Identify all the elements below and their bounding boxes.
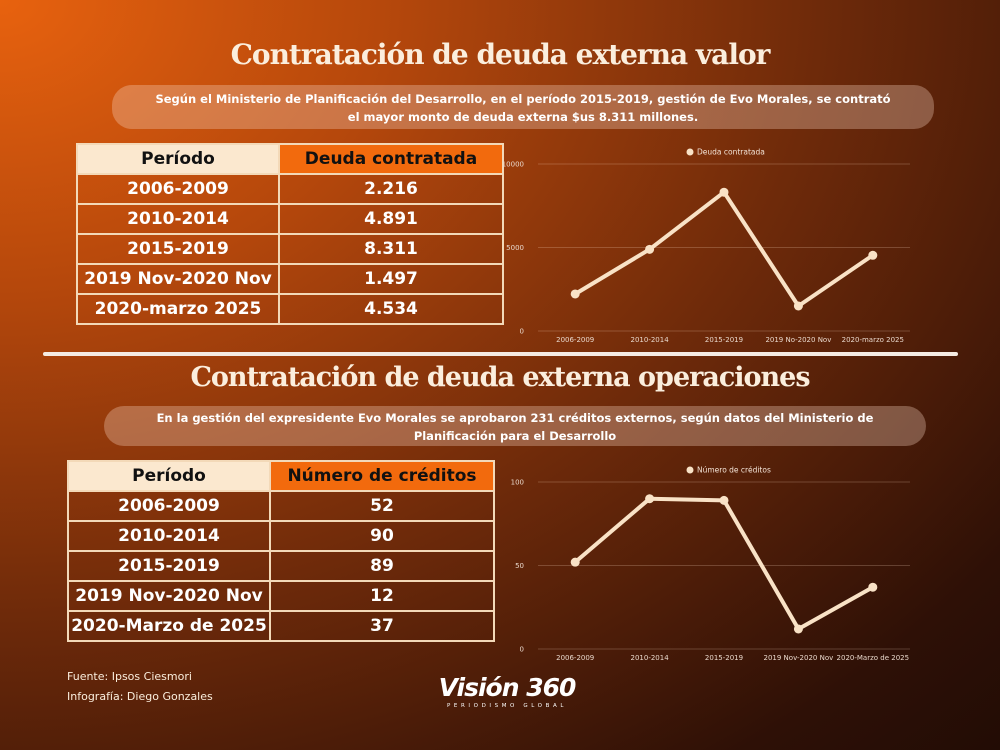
header-period: Período (67, 460, 271, 492)
x-tick-label: 2015-2019 (705, 336, 743, 344)
table-cell-period: 2015-2019 (76, 233, 280, 265)
table-row: 2020-marzo 2025 4.534 (76, 293, 504, 325)
data-point (645, 244, 655, 254)
section1-subtitle: Según el Ministerio de Planificación del… (112, 85, 934, 129)
table-cell-value: 52 (269, 490, 495, 522)
header-period: Período (76, 143, 280, 175)
table-row: 2015-2019 89 (67, 550, 495, 582)
table-cell-value: 4.534 (278, 293, 504, 325)
x-tick-label: 2006-2009 (556, 654, 594, 662)
infographic-credit: Infografía: Diego Gonzales (67, 690, 213, 703)
x-tick-label: 2020-marzo 2025 (842, 336, 904, 344)
table-row: 2019 Nov-2020 Nov 12 (67, 580, 495, 612)
section2-title: Contratación de deuda externa operacione… (190, 362, 810, 393)
logo-wordmark: Visión 360 (438, 673, 577, 702)
table-row: 2015-2019 8.311 (76, 233, 504, 265)
table-cell-value: 12 (269, 580, 495, 612)
table-cell-period: 2006-2009 (76, 173, 280, 205)
table-cell-period: 2010-2014 (76, 203, 280, 235)
data-point (793, 301, 803, 311)
table-cell-period: 2010-2014 (67, 520, 271, 552)
table-cell-value: 90 (269, 520, 495, 552)
section1-subtitle-line2: el mayor monto de deuda externa $us 8.31… (347, 110, 699, 124)
header-credits: Número de créditos (269, 460, 495, 492)
data-point (868, 582, 878, 592)
legend-marker (686, 466, 694, 474)
y-tick-label: 0 (520, 646, 524, 654)
header-debt: Deuda contratada (278, 143, 504, 175)
credits-line-chart: 0 50 100 2006-2009 2010-2014 2015-2019 2019 No… (511, 466, 910, 662)
section2-subtitle-line2: Planificación para el Desarrollo (413, 429, 617, 443)
table-header-row: Período Deuda contratada (76, 143, 504, 175)
table-cell-period: 2019 Nov-2020 Nov (67, 580, 271, 612)
data-point (645, 494, 655, 504)
x-tick-label: 2019 No-2020 Nov (765, 336, 831, 344)
x-tick-label: 2019 Nov-2020 Nov (764, 654, 834, 662)
data-point (793, 624, 803, 634)
section1-title: Contratación de deuda externa valor (230, 38, 771, 71)
x-tick-label: 2010-2014 (631, 654, 670, 662)
table-header-row: Período Número de créditos (67, 460, 495, 492)
table-row: 2006-2009 52 (67, 490, 495, 522)
table-cell-period: 2020-Marzo de 2025 (67, 610, 271, 642)
y-tick-label: 50 (515, 562, 524, 570)
table-cell-value: 4.891 (278, 203, 504, 235)
table-row: 2010-2014 90 (67, 520, 495, 552)
x-tick-label: 2020-Marzo de 2025 (837, 654, 910, 662)
section2-subtitle-line1: En la gestión del expresidente Evo Moral… (156, 411, 874, 425)
data-point (868, 250, 878, 260)
table-cell-period: 2006-2009 (67, 490, 271, 522)
legend-marker (686, 148, 694, 156)
data-point (570, 289, 580, 299)
vision360-logo: Visión 360 PERIODISMO GLOBAL (432, 673, 582, 710)
table-row: 2019 Nov-2020 Nov 1.497 (76, 263, 504, 295)
table-row: 2020-Marzo de 2025 37 (67, 610, 495, 642)
data-point (719, 495, 729, 505)
debt-value-line-chart: 0 5000 10000 2006-2009 2010-2014 2015-2019 201… (502, 148, 910, 344)
y-tick-label: 100 (511, 479, 524, 487)
y-tick-label: 10000 (502, 161, 524, 169)
credits-table: Período Número de créditos 2006-2009 52 … (67, 460, 495, 642)
data-point (719, 187, 729, 197)
x-tick-label: 2015-2019 (705, 654, 743, 662)
y-tick-label: 0 (520, 328, 524, 336)
table-cell-value: 37 (269, 610, 495, 642)
x-tick-label: 2006-2009 (556, 336, 594, 344)
table-cell-value: 2.216 (278, 173, 504, 205)
section-divider (43, 352, 958, 356)
table-cell-period: 2019 Nov-2020 Nov (76, 263, 280, 295)
table-cell-value: 89 (269, 550, 495, 582)
x-tick-label: 2010-2014 (631, 336, 670, 344)
section1-subtitle-line1: Según el Ministerio de Planificación del… (155, 92, 891, 106)
data-point (570, 557, 580, 567)
table-cell-period: 2015-2019 (67, 550, 271, 582)
logo-tagline: PERIODISMO GLOBAL (447, 703, 567, 709)
legend-label: Deuda contratada (697, 148, 765, 157)
y-tick-label: 5000 (506, 244, 524, 252)
section2-subtitle: En la gestión del expresidente Evo Moral… (104, 406, 926, 446)
series-line (573, 496, 875, 631)
debt-value-table: Período Deuda contratada 2006-2009 2.216… (76, 143, 504, 325)
table-cell-value: 1.497 (278, 263, 504, 295)
table-cell-period: 2020-marzo 2025 (76, 293, 280, 325)
source-credit: Fuente: Ipsos Ciesmori (67, 670, 192, 683)
table-cell-value: 8.311 (278, 233, 504, 265)
legend-label: Número de créditos (697, 466, 771, 475)
table-row: 2010-2014 4.891 (76, 203, 504, 235)
series-line (573, 190, 875, 309)
table-row: 2006-2009 2.216 (76, 173, 504, 205)
